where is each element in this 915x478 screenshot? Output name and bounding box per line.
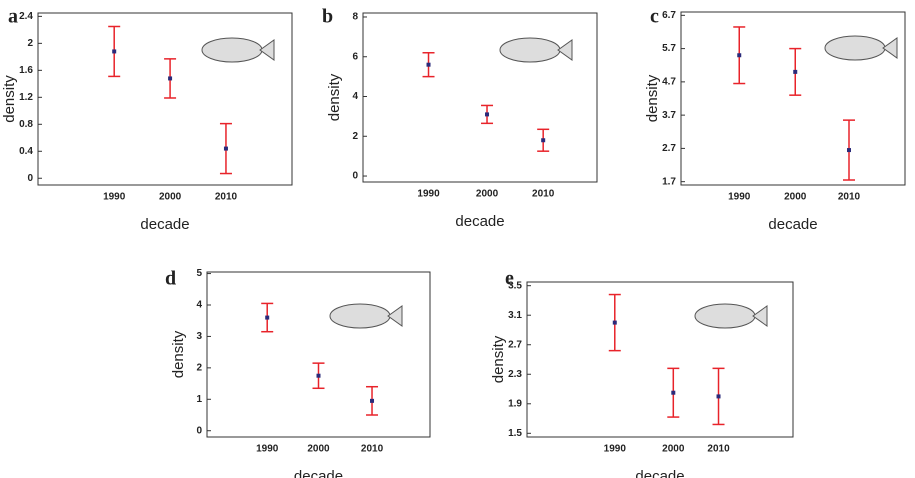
- panel-label: a: [8, 6, 18, 28]
- mean-point: [485, 112, 490, 117]
- y-tick-label: 1.9: [508, 398, 522, 409]
- y-tick-label: 1.2: [19, 92, 33, 103]
- x-tick-label: 2010: [707, 444, 730, 455]
- mean-point: [541, 138, 546, 143]
- panel-label: c: [650, 6, 659, 28]
- x-tick-label: 1990: [604, 444, 627, 455]
- y-tick-label: 0.8: [19, 119, 33, 130]
- plot-frame: [37, 12, 293, 186]
- y-tick-label: 8: [352, 12, 358, 23]
- y-tick-label: 2: [27, 38, 33, 49]
- y-tick-label: 1.5: [508, 428, 522, 439]
- x-tick-label: 1990: [728, 192, 751, 203]
- y-tick-label: 2.3: [508, 369, 522, 380]
- panel-label: e: [505, 268, 514, 290]
- x-tick-label: 2010: [838, 192, 861, 203]
- panel: b 0 2 4 6 8 density decade 1990 2000 2010: [322, 6, 598, 230]
- y-tick-label: 3.5: [508, 280, 522, 291]
- plot-frame: [206, 271, 431, 438]
- fish-illustration: [329, 303, 391, 329]
- mean-point: [112, 49, 117, 54]
- x-tick-label: 1990: [103, 192, 126, 203]
- y-tick-label: 2: [352, 131, 358, 142]
- x-tick-label: 2010: [215, 192, 238, 203]
- fish-tail: [882, 37, 898, 59]
- y-axis-label: density: [644, 74, 661, 122]
- plot-frame: [362, 12, 598, 183]
- x-tick-label: 2000: [159, 192, 182, 203]
- y-tick-label: 3.1: [508, 310, 522, 321]
- fish-tail: [387, 305, 403, 327]
- fish-illustration: [694, 303, 756, 329]
- panel: d 0 1 2 3 4 5 density decade 1990 2000 2010: [165, 268, 431, 478]
- y-tick-label: 4: [196, 300, 202, 311]
- fish-tail: [259, 39, 275, 61]
- panel: c 1.7 2.7 3.7 4.7 5.7 6.7 density decade 1990 2000…: [644, 6, 906, 233]
- fish-illustration: [201, 37, 263, 63]
- y-tick-label: 5: [196, 268, 202, 279]
- x-axis-label: decade: [635, 468, 684, 478]
- y-tick-label: 0: [27, 173, 33, 184]
- y-tick-label: 2.4: [19, 11, 33, 22]
- x-tick-label: 2000: [307, 444, 330, 455]
- plot-frame: [680, 11, 906, 186]
- mean-point: [737, 53, 742, 58]
- mean-point: [671, 390, 676, 395]
- mean-point: [716, 394, 721, 399]
- x-tick-label: 2010: [361, 444, 384, 455]
- fish-illustration: [499, 37, 561, 63]
- mean-point: [370, 398, 375, 403]
- mean-point: [612, 320, 617, 325]
- mean-point: [265, 315, 270, 320]
- x-tick-label: 1990: [256, 444, 279, 455]
- x-tick-label: 1990: [417, 189, 440, 200]
- y-tick-label: 2.7: [662, 143, 676, 154]
- mean-point: [426, 62, 431, 67]
- panel: a 0 0.4 0.8 1.2 1.6 2 2.4 density decade 1990 2000 2…: [1, 6, 293, 233]
- y-tick-label: 4: [352, 91, 358, 102]
- panel: e 1.5 1.9 2.3 2.7 3.1 3.5 density decade 1990 2000…: [490, 268, 794, 478]
- y-tick-label: 3: [196, 331, 202, 342]
- x-tick-label: 2000: [784, 192, 807, 203]
- panel-label: d: [165, 268, 176, 290]
- mean-point: [223, 146, 228, 151]
- panel-label: b: [322, 6, 333, 28]
- mean-point: [847, 148, 851, 153]
- fish-illustration: [824, 35, 886, 61]
- y-tick-label: 6: [352, 51, 358, 62]
- x-tick-label: 2010: [532, 189, 555, 200]
- mean-point: [168, 76, 173, 81]
- x-axis-label: decade: [455, 213, 504, 230]
- y-axis-label: density: [170, 330, 187, 378]
- y-tick-label: 5.7: [662, 43, 676, 54]
- fish-tail: [557, 39, 573, 61]
- mean-point: [316, 373, 321, 378]
- y-tick-label: 3.7: [662, 110, 676, 121]
- y-tick-label: 6.7: [662, 10, 676, 21]
- y-tick-label: 0: [352, 171, 358, 182]
- x-tick-label: 2000: [476, 189, 499, 200]
- y-axis-label: density: [1, 75, 18, 123]
- x-axis-label: decade: [768, 216, 817, 233]
- x-axis-label: decade: [294, 468, 343, 478]
- y-tick-label: 1.7: [662, 176, 676, 187]
- y-tick-label: 0: [196, 425, 202, 436]
- y-tick-label: 1.6: [19, 65, 33, 76]
- y-axis-label: density: [326, 73, 343, 121]
- y-tick-label: 4.7: [662, 77, 676, 88]
- y-tick-label: 2: [196, 362, 202, 373]
- y-axis-label: density: [490, 335, 507, 383]
- y-tick-label: 0.4: [19, 146, 33, 157]
- plot-frame: [526, 281, 794, 438]
- x-tick-label: 2000: [662, 444, 685, 455]
- mean-point: [793, 69, 798, 74]
- y-tick-label: 2.7: [508, 339, 522, 350]
- fish-tail: [752, 305, 768, 327]
- x-axis-label: decade: [140, 216, 189, 233]
- y-tick-label: 1: [196, 394, 202, 405]
